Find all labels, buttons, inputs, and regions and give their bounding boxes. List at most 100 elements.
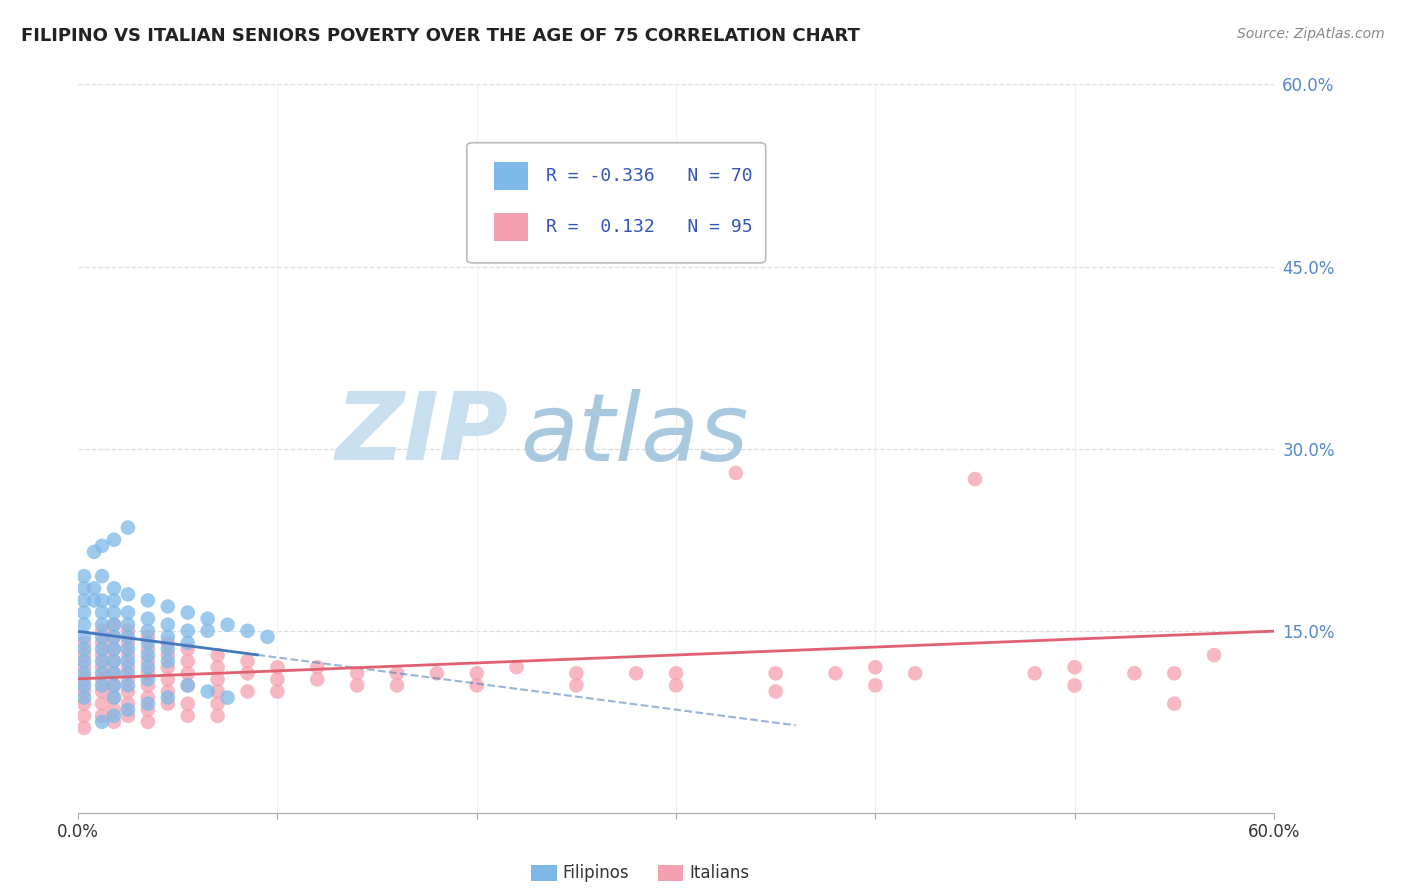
Point bbox=[73, 582, 96, 596]
Point bbox=[1163, 697, 1185, 711]
Point bbox=[91, 714, 114, 729]
Point bbox=[624, 666, 647, 681]
Point bbox=[177, 654, 200, 668]
Point bbox=[91, 648, 114, 662]
Point bbox=[136, 666, 159, 681]
Point bbox=[236, 654, 259, 668]
Point bbox=[117, 617, 139, 632]
Point bbox=[103, 617, 125, 632]
Point bbox=[83, 545, 105, 559]
Point bbox=[103, 678, 125, 692]
Point bbox=[824, 666, 846, 681]
Point bbox=[1204, 648, 1226, 662]
Point bbox=[73, 617, 96, 632]
Point bbox=[103, 593, 125, 607]
Point bbox=[1163, 666, 1185, 681]
Point bbox=[1024, 666, 1046, 681]
Point bbox=[236, 684, 259, 698]
Point bbox=[117, 648, 139, 662]
Point bbox=[156, 690, 179, 705]
Point bbox=[103, 666, 125, 681]
Point bbox=[117, 678, 139, 692]
Point bbox=[236, 666, 259, 681]
Point bbox=[136, 703, 159, 717]
Point bbox=[346, 678, 368, 692]
Point bbox=[217, 617, 239, 632]
Point bbox=[73, 660, 96, 674]
Point bbox=[156, 673, 179, 687]
Point bbox=[117, 636, 139, 650]
Point bbox=[307, 673, 329, 687]
Point bbox=[177, 678, 200, 692]
Point bbox=[207, 708, 229, 723]
Point bbox=[73, 569, 96, 583]
Point bbox=[73, 721, 96, 735]
Point bbox=[156, 617, 179, 632]
Point bbox=[307, 660, 329, 674]
Point bbox=[73, 678, 96, 692]
FancyBboxPatch shape bbox=[495, 162, 527, 190]
Point bbox=[156, 636, 179, 650]
Text: R =  0.132   N = 95: R = 0.132 N = 95 bbox=[546, 219, 752, 236]
Point bbox=[73, 690, 96, 705]
Point bbox=[207, 660, 229, 674]
Point bbox=[156, 697, 179, 711]
Point bbox=[117, 684, 139, 698]
Point bbox=[136, 714, 159, 729]
Point bbox=[117, 697, 139, 711]
Point bbox=[117, 642, 139, 657]
Point bbox=[385, 678, 408, 692]
Point bbox=[426, 666, 449, 681]
Point bbox=[136, 678, 159, 692]
Point bbox=[217, 690, 239, 705]
Point bbox=[177, 636, 200, 650]
Point bbox=[1063, 678, 1085, 692]
Point bbox=[385, 666, 408, 681]
Point bbox=[136, 654, 159, 668]
Point bbox=[136, 636, 159, 650]
Point bbox=[117, 587, 139, 601]
Point bbox=[73, 593, 96, 607]
Point bbox=[266, 660, 288, 674]
Point bbox=[91, 593, 114, 607]
Point bbox=[156, 648, 179, 662]
Point bbox=[207, 648, 229, 662]
Point bbox=[103, 617, 125, 632]
Point bbox=[177, 606, 200, 620]
Point bbox=[91, 673, 114, 687]
Text: ZIP: ZIP bbox=[336, 388, 509, 480]
Point bbox=[136, 660, 159, 674]
Point bbox=[117, 624, 139, 638]
Point bbox=[565, 678, 588, 692]
Point bbox=[136, 697, 159, 711]
Point bbox=[117, 606, 139, 620]
Text: Filipinos: Filipinos bbox=[562, 864, 628, 882]
Point bbox=[505, 660, 527, 674]
Point bbox=[724, 466, 747, 480]
Point bbox=[91, 684, 114, 698]
Point bbox=[156, 599, 179, 614]
Point bbox=[117, 703, 139, 717]
Point bbox=[83, 582, 105, 596]
Point bbox=[103, 582, 125, 596]
Point bbox=[73, 636, 96, 650]
Point bbox=[465, 666, 488, 681]
Point bbox=[136, 624, 159, 638]
Point bbox=[103, 630, 125, 644]
Point bbox=[1123, 666, 1146, 681]
Point bbox=[117, 666, 139, 681]
Point bbox=[103, 654, 125, 668]
FancyBboxPatch shape bbox=[467, 143, 766, 263]
Point bbox=[156, 630, 179, 644]
Point bbox=[91, 630, 114, 644]
Point bbox=[136, 593, 159, 607]
Point bbox=[91, 642, 114, 657]
Point bbox=[865, 660, 887, 674]
Point bbox=[136, 612, 159, 626]
Point bbox=[103, 606, 125, 620]
Point bbox=[73, 648, 96, 662]
Point bbox=[103, 642, 125, 657]
Point bbox=[177, 624, 200, 638]
Text: atlas: atlas bbox=[520, 389, 749, 480]
Point bbox=[177, 642, 200, 657]
